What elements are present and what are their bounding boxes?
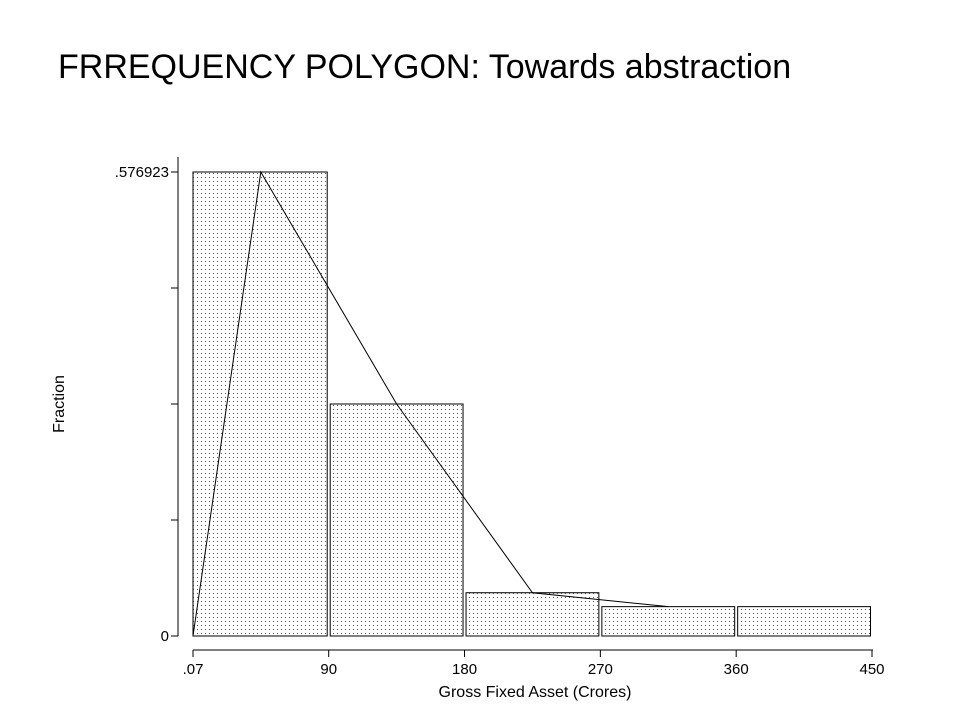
x-tick-label: 270 [588,661,613,678]
x-tick-label: 90 [320,661,337,678]
x-tick-label: .07 [183,661,204,678]
histogram-bar [329,403,464,637]
histogram-bar [737,606,872,637]
histogram-bar [465,592,600,637]
axes-layer: .576923 0 .07 90 180 270 360 450 [115,157,885,678]
slide-title: FRREQUENCY POLYGON: Towards abstraction [58,48,792,86]
y-tick-label: 0 [161,628,169,645]
x-axis-title: Gross Fixed Asset (Crores) [439,684,632,701]
histogram-bar [601,606,736,637]
polygon-layer [192,170,669,637]
y-axis-title: Fraction [51,375,68,433]
histogram-bar [192,171,328,637]
y-tick-label: .576923 [115,164,169,181]
bars-layer [192,171,872,637]
x-tick-label: 450 [859,661,884,678]
x-tick-label: 360 [724,661,749,678]
frequency-polygon-line [192,170,669,637]
x-tick-label: 180 [452,661,477,678]
